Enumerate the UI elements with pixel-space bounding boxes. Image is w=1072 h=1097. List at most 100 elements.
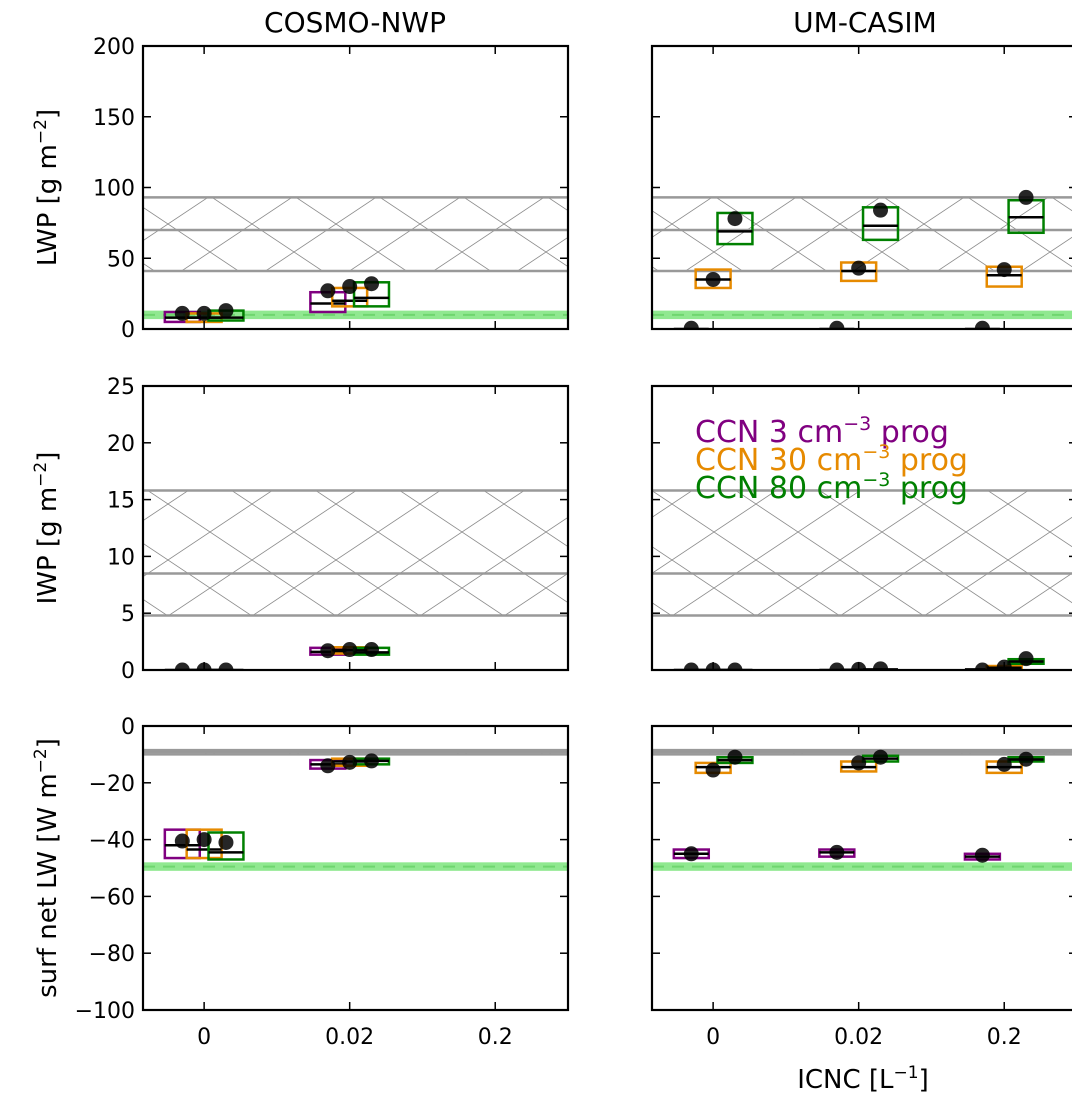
data-point [1018,651,1034,667]
y-tick-label: −20 [89,772,135,797]
data-point [974,320,990,329]
panel-iwp-1 [650,384,1072,672]
data-point [727,662,743,670]
y-axis-label-text: LWP [g m [33,144,63,266]
x-tick-label: 0 [197,1025,211,1050]
y-axis-label-end: ] [33,738,63,748]
data-point [829,320,845,329]
data-point [218,834,234,850]
y-tick-label: 15 [107,489,135,514]
x-tick-label: 0 [706,1025,720,1050]
data-point [218,662,234,670]
panel-plot-area [652,189,1072,329]
data-point [873,202,889,218]
y-axis-label-sup: −2 [31,748,51,773]
y-tick-label: −80 [89,942,135,967]
panel-lw-1: 0 0.02 0.2 [650,724,1072,1050]
y-axis-label-text: surf net LW [W m [33,773,63,998]
data-point [174,833,190,849]
data-point [364,276,380,292]
data-point [342,279,358,295]
reference-band [143,310,568,320]
data-point [683,846,699,862]
box-80 [207,831,245,861]
y-tick-label: 20 [107,432,135,457]
y-axis-label-lwp: LWP [g m−2] [31,109,63,266]
y-axis-label-sup: −2 [31,119,51,144]
y-tick-label: 0 [121,659,135,684]
panel-iwp-0: 0 5 10 15 20 25 [107,375,570,684]
data-point [705,271,721,287]
data-point [851,755,867,771]
panel-lwp-1 [650,44,1072,331]
x-tick-label: 0.2 [987,1025,1022,1050]
data-point [174,662,190,670]
y-axis-label-end: ] [33,452,63,462]
data-point [727,211,743,227]
data-point [364,753,380,769]
data-point [342,642,358,658]
legend-entry-ccn-3: CCN 3 cm−3 prog [695,413,949,450]
x-tick-label: 0.2 [478,1025,513,1050]
data-point [1018,189,1034,205]
data-point [196,832,212,848]
y-tick-label: 200 [93,35,135,60]
panel-frame [650,724,1072,1012]
column-title-um-casim: UM-CASIM [793,6,937,39]
x-axis-label: ICNC [L−1] [797,1063,929,1095]
data-point [196,305,212,321]
y-tick-label: 150 [93,106,135,131]
y-tick-label: −60 [89,885,135,910]
data-point [974,662,990,670]
data-point [683,662,699,670]
data-point [342,754,358,770]
y-tick-label: 25 [107,375,135,400]
y-tick-label: 50 [107,247,135,272]
data-point [705,762,721,778]
y-tick-label: −40 [89,829,135,854]
panel-plot-area [143,748,568,871]
panel-plot-area [143,196,568,324]
legend-entry-ccn-80: CCN 80 cm−3 prog [695,469,968,506]
y-tick-label: 0 [121,715,135,740]
data-point [683,320,699,329]
data-point [873,661,889,670]
panel-frame [141,384,570,672]
reference-band [143,862,568,871]
panel-plot-area [652,748,1072,871]
column-title-cosmo-nwp: COSMO-NWP [264,6,446,39]
y-axis-label-iwp: IWP [g m−2] [31,452,63,605]
data-point [1018,751,1034,767]
y-axis-label-lw: surf net LW [W m−2] [31,738,63,998]
y-tick-label: 100 [93,177,135,202]
legend-entry-ccn-30: CCN 30 cm−3 prog [695,441,968,478]
data-point [829,662,845,670]
y-tick-label: −100 [75,999,135,1024]
y-tick-label: 5 [121,602,135,627]
legend: CCN 3 cm−3 prog CCN 30 cm−3 prog CCN 80 … [695,413,968,506]
data-point [873,749,889,765]
y-axis-label-text: IWP [g m [33,487,63,605]
y-tick-label: 10 [107,545,135,570]
data-point [174,305,190,321]
y-axis-label-sup: −2 [31,462,51,487]
panel-frame [141,724,570,1012]
x-tick-label: 0.02 [325,1025,374,1050]
data-point [218,303,234,319]
panel-frame [650,384,1072,672]
x-tick-label: 0.02 [834,1025,883,1050]
observation-band [143,197,568,271]
data-point [996,756,1012,772]
data-point [996,262,1012,278]
panel-lwp-0: 0 50 100 150 200 [93,35,570,343]
observation-band [143,490,568,616]
y-tick-label: 0 [121,318,135,343]
panel-lw-0: −100 −80 −60 −40 −20 0 0 0.02 0.2 [75,715,570,1050]
y-axis-label-end: ] [33,109,63,119]
data-point [364,642,380,658]
data-point [320,758,336,774]
observation-band [652,490,1072,616]
data-point [320,283,336,299]
